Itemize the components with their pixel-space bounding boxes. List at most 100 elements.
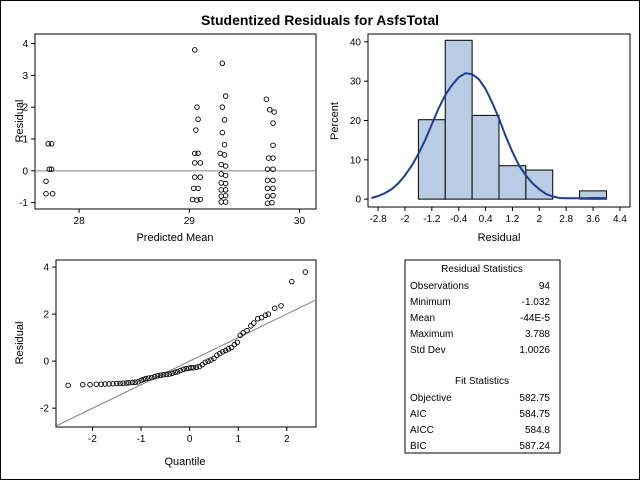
- qq-point: [190, 364, 197, 371]
- chart-marks: 28 29 30 -1 0 1 2 3 4 -2.8 -2 -1.2 -0.4 0.4 1.2 2 2.8 3.6…: [19, 37, 627, 445]
- qq-point: [151, 373, 158, 380]
- residual-point: [270, 177, 276, 184]
- qq-point: [138, 377, 144, 384]
- qq-point: [219, 348, 226, 355]
- qq-point: [129, 379, 136, 386]
- residual-point: [192, 47, 198, 53]
- stat-value: 1.0026: [519, 345, 550, 356]
- qq-point: [265, 311, 272, 317]
- qq-point: [193, 364, 200, 371]
- stat-label: AIC: [410, 409, 427, 420]
- qq-point: [278, 303, 284, 309]
- qq-point: [102, 381, 108, 387]
- qq-point: [244, 327, 250, 334]
- qq-point: [87, 381, 93, 388]
- qq-point: [123, 380, 130, 386]
- residual-point: [195, 116, 201, 123]
- qq-point: [126, 380, 132, 386]
- p2-y-tick-label: 0: [355, 195, 361, 206]
- residual-point: [194, 197, 200, 203]
- p2-x-tick-label: -1.2: [423, 214, 441, 225]
- qq-point: [98, 381, 104, 387]
- p3-x-tick-label: -2: [88, 434, 97, 445]
- qq-point: [148, 374, 155, 381]
- p1-y-tick-label: 1: [22, 135, 28, 146]
- residual-point: [219, 104, 226, 110]
- residual-point: [270, 185, 276, 192]
- residual-point: [217, 150, 223, 157]
- p3-x-tick-label: 1: [235, 434, 241, 445]
- qq-point: [172, 369, 178, 375]
- stat-label: Objective: [410, 393, 452, 404]
- qq-reference-line: [55, 299, 317, 427]
- qq-point: [135, 379, 141, 385]
- statistics-table-border: [404, 259, 561, 454]
- residual-point: [45, 141, 51, 147]
- residual-point: [218, 161, 224, 168]
- histogram-bar: [471, 114, 500, 200]
- p2-y-tick-label: 20: [350, 116, 362, 127]
- p1-x-tick-label: 29: [184, 216, 196, 227]
- p1-y-tick-label: 4: [22, 39, 28, 50]
- p2-y-tick-label: 10: [350, 155, 362, 166]
- p3-x-tick-label: -1: [137, 434, 146, 445]
- residual-point: [222, 199, 229, 205]
- residual-point: [271, 109, 277, 115]
- residual-point: [264, 177, 271, 184]
- qq-point: [166, 371, 172, 377]
- qq-point: [258, 314, 265, 321]
- residual-point: [222, 180, 229, 187]
- histogram-bar: [417, 119, 446, 200]
- qq-point: [248, 323, 254, 329]
- qq-point: [302, 269, 309, 275]
- residual-point: [222, 163, 229, 169]
- residual-point: [218, 199, 224, 205]
- p3-y-tick-label: -2: [40, 404, 49, 415]
- stat-value: -44E-5: [520, 313, 550, 324]
- figure-title: Studentized Residuals for AsfsTotal: [201, 12, 439, 28]
- residual-point: [218, 187, 224, 193]
- qq-point: [174, 368, 181, 375]
- residual-point: [222, 172, 229, 179]
- qq-point: [202, 359, 208, 366]
- fit-statistics-heading: Fit Statistics: [455, 376, 509, 387]
- p2-y-tick-label: 40: [350, 37, 362, 48]
- residual-point: [270, 120, 276, 126]
- stat-value: -1.032: [522, 297, 551, 308]
- residual-point: [265, 155, 272, 161]
- qq-point: [188, 364, 194, 371]
- residual-point: [221, 152, 228, 158]
- residual-point: [269, 199, 275, 206]
- residual-point: [219, 129, 226, 136]
- residual-point: [270, 166, 276, 172]
- p2-x-tick-label: 3.6: [586, 214, 600, 225]
- qq-point: [106, 381, 112, 387]
- qq-point: [120, 380, 126, 387]
- p2-x-tick-label: -0.4: [450, 214, 468, 225]
- qq-point: [65, 382, 71, 389]
- qq-point: [208, 357, 214, 363]
- qq-point: [228, 344, 235, 351]
- p1-y-tick-label: 3: [22, 71, 28, 82]
- qq-point: [262, 312, 269, 319]
- qq-point: [169, 370, 175, 377]
- qq-point: [225, 346, 232, 352]
- residual-point: [192, 150, 198, 157]
- stat-value: 584.8: [525, 425, 550, 436]
- p2-x-tick-label: 1.2: [505, 214, 519, 225]
- residual-point: [219, 60, 226, 67]
- residual-point: [48, 141, 55, 147]
- p2-x-tick-label: 2: [537, 214, 543, 225]
- p2-x-tick-label: -2: [400, 214, 409, 225]
- residual-point: [46, 166, 53, 172]
- stat-value: 587.24: [519, 441, 550, 452]
- qq-point: [132, 379, 138, 386]
- residual-point: [190, 185, 197, 192]
- density-curve: [371, 72, 607, 200]
- residual-point: [218, 193, 224, 200]
- qq-point: [154, 372, 161, 379]
- stat-value: 94: [539, 281, 551, 292]
- residual-point: [195, 185, 201, 192]
- residual-point: [222, 192, 229, 199]
